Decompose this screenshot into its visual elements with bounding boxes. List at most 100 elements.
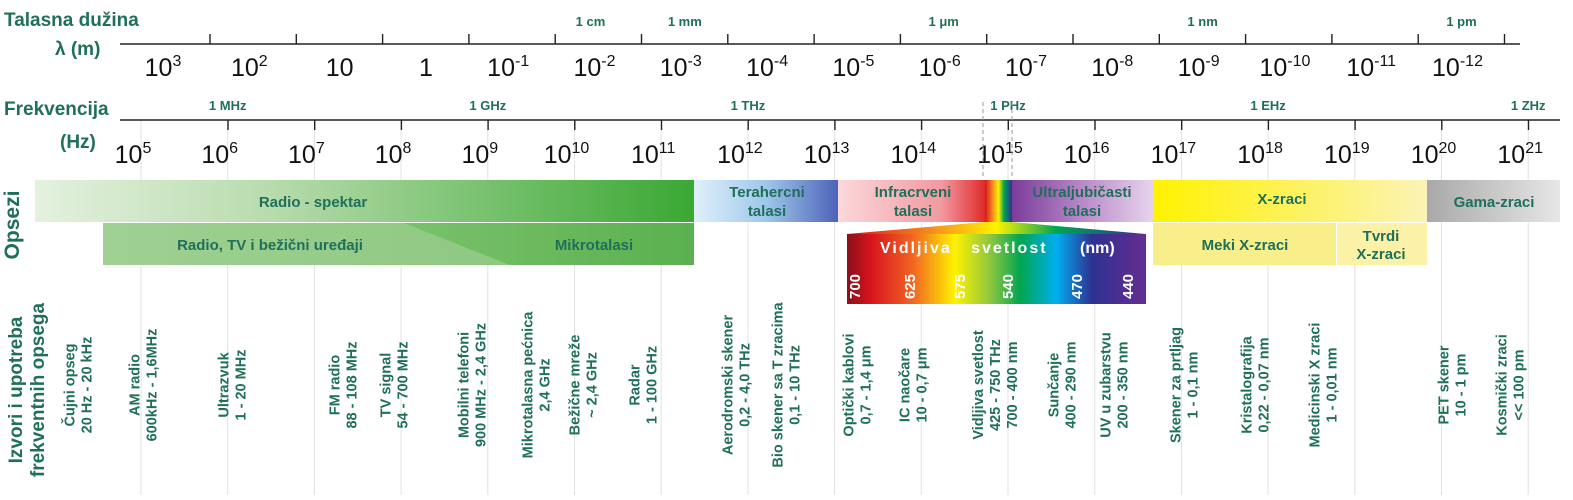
wavelength-tick-label: 102 xyxy=(231,53,268,82)
use-item: UV u zubarstvu 200 - 350 nm xyxy=(1099,332,1132,438)
use-item-line: Radar xyxy=(628,364,644,405)
band-soft-x-label: Meki X-zraci xyxy=(1202,237,1289,254)
frequency-unit: (Hz) xyxy=(60,132,96,153)
frequency-tick-label: 1010 xyxy=(544,140,590,169)
use-item-line: AM radio xyxy=(128,354,144,416)
use-item-line: Bio skener sa T zracima xyxy=(771,301,787,467)
visible-tick-label: 575 xyxy=(952,274,969,299)
band-infrared-label-1: Infracrveni xyxy=(875,184,952,201)
use-item-line: 1 - 20 MHz xyxy=(234,350,250,421)
wavelength-tick-label: 10-1 xyxy=(487,53,529,82)
wavelength-marker-label: 1 cm xyxy=(576,14,606,29)
sources-side-label: Izvori i upotreba frekventnih opsega xyxy=(6,302,49,478)
use-item-line: Kosmički zraci xyxy=(1495,334,1511,436)
frequency-markers: 1 MHz 1 GHz 1 THz 1 PHz 1 EHz 1 ZHz xyxy=(209,98,1546,113)
wavelength-title: Talasna dužina xyxy=(4,10,139,31)
use-item-line: 0,1 - 10 THz xyxy=(788,345,804,425)
use-item: Vidljiva svetlost 425 - 750 THz 700 - 400 … xyxy=(971,330,1021,440)
band-terahertz xyxy=(694,180,838,222)
band-microwaves xyxy=(404,223,694,265)
frequency-tick-label: 1013 xyxy=(804,140,850,169)
band-radio-label: Radio - spektar xyxy=(259,194,368,211)
wavelength-tick-label: 10-12 xyxy=(1432,53,1483,82)
band-ultraviolet xyxy=(1012,180,1153,222)
band-soft-x xyxy=(1153,223,1336,265)
frequency-title: Frekvencija xyxy=(4,99,109,120)
frequency-tick-label: 1018 xyxy=(1237,140,1283,169)
band-gamma xyxy=(1427,180,1560,222)
wavelength-tick-label: 10-8 xyxy=(1091,53,1133,82)
wavelength-unit: λ (m) xyxy=(55,39,101,60)
use-item-line: 700 - 400 nm xyxy=(1005,341,1021,428)
band-terahertz-label-2: talasi xyxy=(748,203,786,220)
use-item-line: 88 - 108 MHz xyxy=(345,341,361,428)
wavelength-tick-label: 10-6 xyxy=(919,53,961,82)
use-item: Bio skener sa T zracima 0,1 - 10 THz xyxy=(771,301,804,467)
use-item-line: 10 - 0,7 μm xyxy=(915,348,931,423)
use-item-line: Sunčanje xyxy=(1047,353,1063,417)
band-hard-x-label-2: X-zraci xyxy=(1356,246,1405,263)
frequency-tick-label: 106 xyxy=(201,140,238,169)
use-item-line: Čujni opseg xyxy=(61,344,79,427)
wavelength-markers: 1 cm 1 mm 1 μm 1 nm 1 pm xyxy=(576,14,1477,29)
use-item-line: 1 - 0,01 nm xyxy=(1325,348,1341,423)
use-item-line: UV u zubarstvu xyxy=(1099,332,1115,438)
use-item-line: 20 Hz - 20 kHz xyxy=(80,337,96,434)
use-item-line: ~ 2,4 GHz xyxy=(585,352,601,418)
wavelength-marker-label: 1 μm xyxy=(929,14,959,29)
wavelength-marker-label: 1 mm xyxy=(668,14,702,29)
frequency-tick-label: 1012 xyxy=(717,140,763,169)
use-item: Skener za prtljag 1 - 0,1 nm xyxy=(1169,327,1202,443)
use-item-line: Bežične mreže xyxy=(568,335,584,436)
band-terahertz-label-1: Terahercni xyxy=(729,184,805,201)
use-item: AM radio 600kHz - 1,6MHz xyxy=(128,329,161,442)
band-infrared xyxy=(838,180,985,222)
use-item-line: 600kHz - 1,6MHz xyxy=(145,329,161,442)
use-item-line: Mikrotalasna pećnica xyxy=(521,311,537,459)
band-radio xyxy=(35,180,694,222)
frequency-ticks: 105 106 107 108 109 1010 1011 1012 1013 1014 1015 1… xyxy=(115,120,1543,169)
wavelength-marker-label: 1 pm xyxy=(1446,14,1476,29)
frequency-tick-label: 1017 xyxy=(1151,140,1197,169)
visible-spectrum-box xyxy=(847,234,1146,304)
wavelength-tick-label: 1 xyxy=(419,54,433,82)
frequency-marker-label: 1 PHz xyxy=(990,98,1026,113)
wavelength-tick-label: 10 xyxy=(326,54,354,82)
use-item-line: 0,22 - 0,07 nm xyxy=(1257,337,1273,432)
band-xray xyxy=(1153,180,1427,222)
visible-tick-label: 625 xyxy=(902,274,919,299)
use-item: Bežične mreže ~ 2,4 GHz xyxy=(568,335,601,436)
frequency-marker-label: 1 MHz xyxy=(209,98,247,113)
use-item: Aerodromski skener 0,2 - 4,0 THz xyxy=(721,315,754,456)
frequency-tick-label: 1016 xyxy=(1064,140,1110,169)
use-item: IC naočare 10 - 0,7 μm xyxy=(898,348,931,423)
use-item-line: << 100 pm xyxy=(1512,350,1528,421)
use-item-line: 54 - 700 MHz xyxy=(396,341,412,428)
use-item-line: IC naočare xyxy=(898,348,914,422)
frequency-tick-label: 1015 xyxy=(977,140,1023,169)
use-item-line: TV signal xyxy=(379,353,395,417)
use-item-line: 0,7 - 1,4 μm xyxy=(859,346,875,425)
frequency-tick-label: 1021 xyxy=(1497,140,1543,169)
visible-tick-label: 440 xyxy=(1120,274,1137,299)
wavelength-tick-label: 10-7 xyxy=(1005,53,1047,82)
frequency-tick-label: 107 xyxy=(288,140,325,169)
visible-ticks: 700 625 575 540 470 440 xyxy=(847,274,1137,299)
visible-tick-label: 700 xyxy=(847,274,864,299)
band-ultraviolet-label-1: Ultraljubičasti xyxy=(1032,184,1131,201)
wavelength-tick-label: 103 xyxy=(145,53,182,82)
wavelength-tick-label: 10-4 xyxy=(746,53,788,82)
wavelength-tick-label: 10-11 xyxy=(1346,53,1396,82)
band-visible-strip xyxy=(985,180,1012,222)
frequency-tick-label: 105 xyxy=(115,140,152,169)
use-item-line: Mobilni telefoni xyxy=(457,332,473,438)
use-item: Mobilni telefoni 900 MHz - 2,4 GHz xyxy=(457,323,490,447)
wavelength-marker-label: 1 nm xyxy=(1187,14,1217,29)
frequency-tick-label: 1020 xyxy=(1411,140,1457,169)
band-hard-x-label-1: Tvrdi xyxy=(1363,228,1400,245)
use-item: FM radio 88 - 108 MHz xyxy=(328,341,361,428)
use-item: Kosmički zraci << 100 pm xyxy=(1495,334,1528,436)
use-item-line: Optički kablovi xyxy=(842,333,858,436)
visible-unit: (nm) xyxy=(1080,240,1115,257)
